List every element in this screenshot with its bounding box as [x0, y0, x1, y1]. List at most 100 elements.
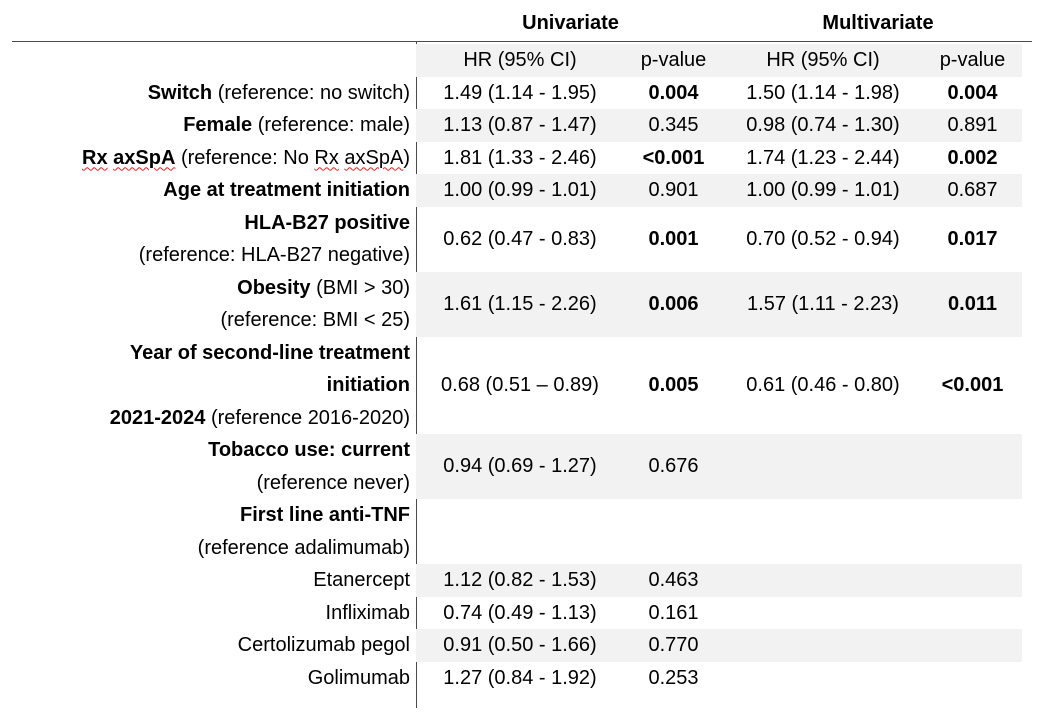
- multivariate-heading: Multivariate: [822, 12, 934, 34]
- table-row: Switch (reference: no switch) 1.49 (1.14…: [0, 77, 1022, 110]
- multivariate-pvalue: 0.891: [923, 109, 1022, 142]
- table-row: Etanercept 1.12 (0.82 - 1.53) 0.463: [0, 564, 1022, 597]
- univariate-hr: 1.13 (0.87 - 1.47): [416, 109, 624, 142]
- univariate-pvalue: <0.001: [642, 146, 705, 169]
- multivariate-hr: 1.74 (1.23 - 2.44): [746, 146, 900, 169]
- table-row: Rx axSpA (reference: No Rx axSpA) 1.81 (…: [0, 142, 1022, 175]
- univariate-hr: 1.49 (1.14 - 1.95): [443, 81, 597, 104]
- univariate-pvalue: 0.005: [648, 374, 699, 396]
- label-line: (reference: BMI < 25): [220, 309, 410, 331]
- table-row: Year of second-line treatment initiation 2…: [0, 337, 1022, 435]
- label-text: ): [403, 146, 410, 169]
- label-bold: Rx: [82, 146, 108, 169]
- univariate-hr: 0.68 (0.51 – 0.89): [441, 374, 599, 396]
- multivariate-pvalue: 0.004: [947, 81, 998, 104]
- label-text: (reference: no switch): [212, 81, 410, 104]
- row-label: Age at treatment initiation: [163, 179, 410, 201]
- univariate-pvalue: 0.345: [624, 109, 723, 142]
- table-row: Certolizumab pegol 0.91 (0.50 - 1.66) 0.…: [0, 629, 1022, 662]
- univariate-hr: 1.12 (0.82 - 1.53): [416, 564, 624, 597]
- label-text: Rx: [314, 146, 339, 169]
- multivariate-hr-header: HR (95% CI): [723, 44, 923, 77]
- label-line: (reference never): [256, 471, 410, 494]
- multivariate-hr: 1.57 (1.11 - 2.23): [723, 271, 923, 337]
- label-line: initiation: [326, 374, 410, 396]
- empty-header-cell: [0, 44, 416, 77]
- multivariate-pvalue: [923, 629, 1022, 662]
- multivariate-pvalue: 0.011: [923, 271, 1022, 337]
- univariate-pvalue: 0.770: [624, 629, 723, 662]
- multivariate-hr: 0.70 (0.52 - 0.94): [746, 227, 900, 250]
- label-line: First line anti-TNF: [240, 504, 410, 526]
- row-label: Infliximab: [325, 601, 410, 624]
- univariate-pvalue: 0.004: [648, 81, 699, 104]
- table-row: Female (reference: male) 1.13 (0.87 - 1.…: [0, 109, 1022, 142]
- univariate-pvalue: 0.676: [624, 434, 723, 499]
- multivariate-hr: 0.98 (0.74 - 1.30): [723, 109, 923, 142]
- univariate-pvalue: 0.901: [624, 174, 723, 207]
- univariate-hr: [416, 499, 624, 564]
- label-line: HLA-B27 positive: [244, 211, 410, 234]
- multivariate-hr: [723, 597, 923, 630]
- table-row: First line anti-TNF (reference adalimumab…: [0, 499, 1022, 564]
- multivariate-pvalue: [923, 662, 1022, 695]
- univariate-hr: 1.81 (1.33 - 2.46): [443, 146, 597, 169]
- multivariate-pvalue-header: p-value: [923, 44, 1022, 77]
- row-label: Year of second-line treatment initiation 2…: [0, 337, 416, 435]
- multivariate-hr: [723, 434, 923, 499]
- label-line: (reference adalimumab): [197, 536, 410, 559]
- header-rule: [12, 41, 1032, 42]
- multivariate-hr: 1.00 (0.99 - 1.01): [723, 174, 923, 207]
- multivariate-pvalue: [923, 597, 1022, 630]
- label-line: Tobacco use: current: [208, 439, 410, 461]
- multivariate-hr: [723, 629, 923, 662]
- univariate-heading: Univariate: [522, 12, 619, 34]
- univariate-hr: 1.61 (1.15 - 2.26): [416, 271, 624, 337]
- label-line: Year of second-line treatment: [129, 341, 410, 364]
- univariate-hr: 1.00 (0.99 - 1.01): [416, 174, 624, 207]
- row-label: Tobacco use: current (reference never): [0, 434, 416, 499]
- multivariate-pvalue: [923, 564, 1022, 597]
- table-row: Obesity (BMI > 30) (reference: BMI < 25) …: [0, 271, 1022, 337]
- univariate-hr: 0.94 (0.69 - 1.27): [416, 434, 624, 499]
- multivariate-pvalue: 0.002: [947, 146, 998, 169]
- label-bold: Switch: [147, 81, 213, 104]
- table-row: Tobacco use: current (reference never) 0.…: [0, 434, 1022, 499]
- row-label: Switch (reference: no switch): [0, 77, 416, 110]
- table-row: Golimumab 1.27 (0.84 - 1.92) 0.253: [0, 662, 1022, 695]
- univariate-hr-header: HR (95% CI): [416, 44, 624, 77]
- table-row: Age at treatment initiation 1.00 (0.99 -…: [0, 174, 1022, 207]
- univariate-pvalue-header: p-value: [624, 44, 723, 77]
- label-divider: [416, 42, 417, 708]
- univariate-hr: 0.91 (0.50 - 1.66): [416, 629, 624, 662]
- univariate-pvalue: 0.463: [624, 564, 723, 597]
- label-bold: 2021-2024: [109, 406, 206, 429]
- row-label: Golimumab: [307, 666, 410, 689]
- label-text: (reference: male): [252, 114, 410, 136]
- univariate-pvalue: 0.001: [648, 227, 699, 250]
- label-text: (reference 2016-2020): [205, 406, 410, 429]
- row-label: Certolizumab pegol: [237, 634, 410, 656]
- row-label: HLA-B27 positive (reference: HLA-B27 nega…: [0, 207, 416, 272]
- row-label: Rx axSpA (reference: No Rx axSpA): [0, 142, 416, 175]
- label-text: (reference: No: [175, 146, 315, 169]
- table-row: Infliximab 0.74 (0.49 - 1.13) 0.161: [0, 597, 1022, 630]
- label-bold: axSpA: [113, 146, 176, 169]
- multivariate-hr: [723, 662, 923, 695]
- column-header-row: HR (95% CI) p-value HR (95% CI) p-value: [0, 44, 1022, 77]
- multivariate-pvalue: 0.017: [947, 227, 998, 250]
- univariate-hr: 1.27 (0.84 - 1.92): [443, 666, 597, 689]
- row-label: First line anti-TNF (reference adalimumab…: [0, 499, 416, 564]
- multivariate-pvalue: 0.687: [923, 174, 1022, 207]
- label-bold: Female: [183, 114, 253, 136]
- row-label: Etanercept: [313, 569, 410, 591]
- table-row: HLA-B27 positive (reference: HLA-B27 nega…: [0, 207, 1022, 272]
- row-label: Female (reference: male): [0, 109, 416, 142]
- univariate-hr: 0.62 (0.47 - 0.83): [443, 227, 597, 250]
- label-text: (BMI > 30): [310, 276, 410, 299]
- multivariate-pvalue: [923, 434, 1022, 499]
- univariate-pvalue: [624, 499, 723, 564]
- multivariate-pvalue: <0.001: [941, 374, 1004, 396]
- univariate-hr: 0.74 (0.49 - 1.13): [443, 601, 597, 624]
- label-line: (reference: HLA-B27 negative): [138, 244, 410, 266]
